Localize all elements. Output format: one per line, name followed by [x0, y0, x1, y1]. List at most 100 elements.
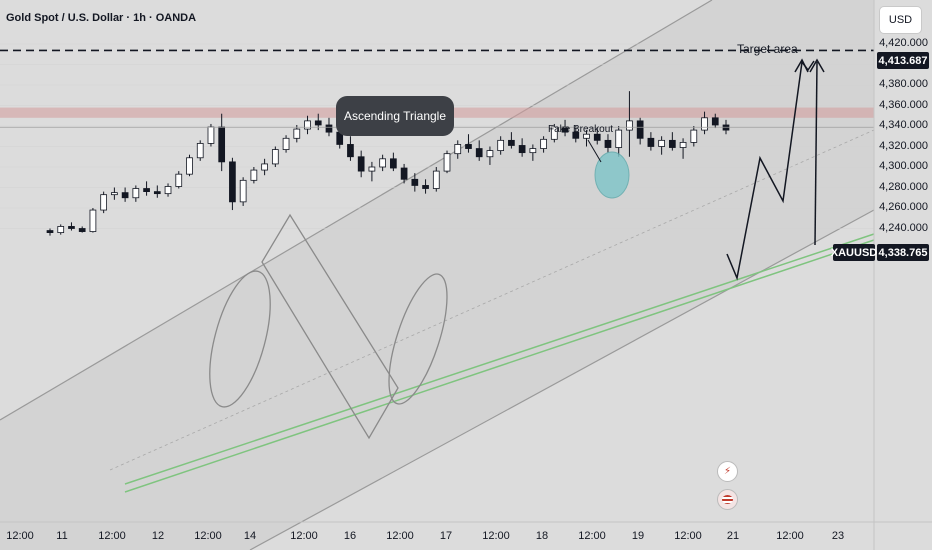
candle-body-26: [325, 124, 333, 133]
x-tick-label: 16: [343, 530, 357, 542]
candle-body-56: [647, 137, 655, 147]
candle-9: [143, 181, 150, 196]
symbol-tag[interactable]: XAUUSD: [831, 244, 877, 261]
candle-18: [239, 177, 247, 206]
candle-36: [432, 167, 440, 192]
candle-22: [282, 135, 290, 153]
pattern-ellipse-2: [388, 273, 448, 405]
candle-body-41: [486, 150, 494, 158]
candle-body-50: [583, 133, 590, 139]
candle-0: [46, 228, 54, 236]
candle-38: [454, 140, 462, 159]
candle-body-24: [304, 120, 311, 130]
target-area-label: Target area: [737, 42, 798, 56]
candle-body-54: [626, 120, 633, 131]
x-tick-label: 17: [439, 530, 453, 542]
candle-body-30: [368, 166, 376, 172]
candles-layer: [46, 91, 730, 236]
candle-58: [668, 132, 676, 151]
candle-37: [443, 150, 451, 174]
channel-mid-line: [109, 129, 875, 471]
candle-body-10: [153, 191, 161, 195]
candle-46: [540, 136, 547, 153]
candle-body-39: [465, 144, 472, 149]
candle-body-3: [78, 228, 86, 232]
candle-49: [572, 126, 580, 143]
y-tick-label: 4,300.000: [879, 160, 928, 172]
x-tick-label: 12:00: [482, 530, 510, 542]
lightning-icon[interactable]: ⚡: [717, 461, 738, 482]
candle-body-0: [46, 230, 54, 234]
x-tick-label: 14: [243, 530, 257, 542]
candle-19: [250, 167, 258, 184]
channel-lower-line: [249, 209, 875, 550]
candle-51: [593, 128, 601, 145]
y-tick-label: 4,260.000: [879, 201, 928, 213]
candle-body-58: [668, 139, 676, 148]
candle-body-4: [89, 209, 97, 232]
x-tick-label: 19: [631, 530, 645, 542]
candle-body-21: [271, 149, 279, 165]
candle-30: [368, 161, 376, 182]
last-price-tag: 4,338.765: [877, 244, 929, 261]
us-flag-icon[interactable]: [717, 489, 738, 510]
candle-7: [121, 187, 129, 202]
candle-body-16: [218, 126, 226, 163]
candle-33: [400, 163, 408, 184]
candle-24: [304, 115, 311, 135]
candle-body-51: [593, 133, 601, 141]
candle-body-5: [100, 194, 108, 211]
candle-40: [475, 140, 483, 161]
x-tick-label: 12: [151, 530, 165, 542]
y-tick-label: 4,320.000: [879, 139, 928, 152]
candle-34: [411, 173, 419, 192]
candle-body-57: [658, 139, 665, 147]
candle-body-62: [711, 117, 719, 126]
candle-body-28: [347, 144, 354, 158]
candle-50: [583, 130, 590, 147]
ascending-channel: [0, 0, 874, 550]
candle-body-9: [143, 188, 150, 192]
candle-20: [261, 158, 268, 176]
candle-39: [465, 134, 472, 153]
candle-5: [100, 191, 108, 214]
projection-leg: [814, 61, 818, 246]
x-tick-label: 21: [726, 530, 740, 542]
candle-14: [196, 140, 204, 161]
currency-button[interactable]: USD: [879, 6, 922, 34]
fake-breakout-arrow: [587, 139, 602, 163]
candle-body-19: [250, 169, 258, 181]
candle-body-38: [454, 144, 462, 155]
candle-body-53: [615, 129, 623, 148]
candle-31: [379, 154, 386, 172]
candle-8: [132, 185, 140, 202]
x-tick-label: 12:00: [674, 530, 702, 542]
x-tick-label: 12:00: [776, 530, 804, 542]
candle-12: [175, 171, 183, 189]
candle-body-61: [701, 117, 708, 131]
y-tick-label: 4,240.000: [879, 221, 928, 234]
chart-title: Gold Spot / U.S. Dollar · 1h · OANDA: [6, 12, 197, 24]
candle-body-42: [497, 139, 505, 152]
x-tick-label: 12:00: [578, 530, 606, 542]
candle-body-13: [186, 157, 193, 175]
candle-body-11: [164, 186, 172, 195]
candle-42: [497, 136, 505, 155]
y-tick-label: 4,360.000: [879, 98, 928, 111]
candle-44: [518, 138, 526, 157]
candle-6: [111, 187, 118, 200]
channel-upper-line: [0, 0, 713, 421]
candle-52: [604, 134, 612, 153]
candle-body-45: [529, 148, 537, 154]
projection-path: [726, 60, 815, 281]
candle-61: [701, 111, 708, 135]
candle-body-37: [443, 153, 451, 172]
candle-body-23: [293, 128, 301, 139]
candle-4: [89, 208, 97, 233]
candle-45: [529, 144, 537, 161]
candle-body-59: [679, 141, 687, 148]
x-tick-label: 12:00: [194, 530, 222, 542]
pattern-label: Ascending Triangle: [336, 96, 454, 136]
candle-17: [229, 157, 236, 211]
